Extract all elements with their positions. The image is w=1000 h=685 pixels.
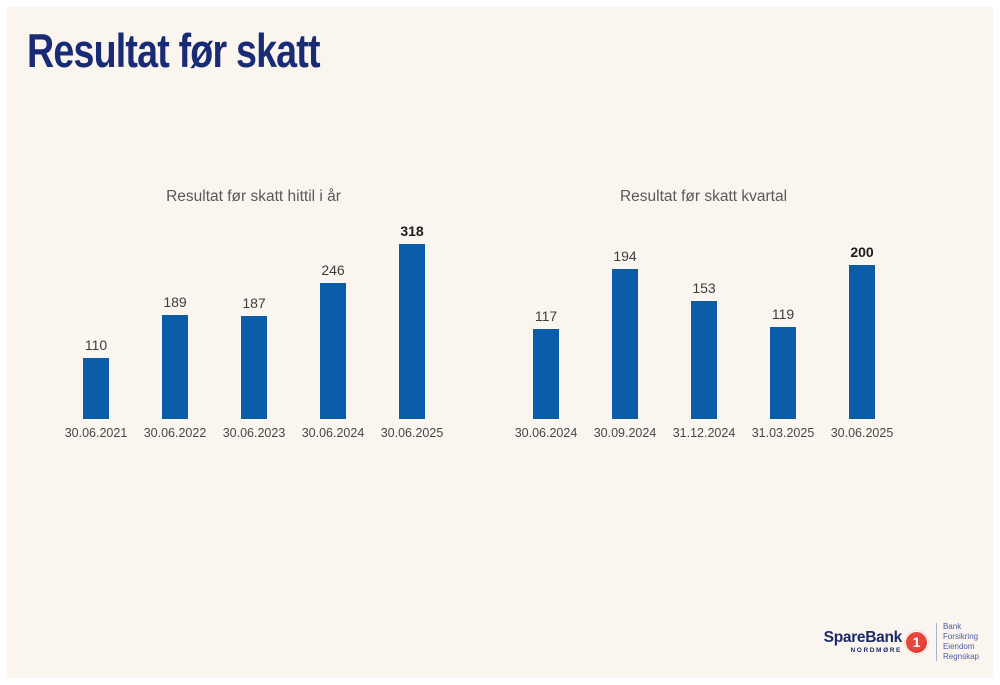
logo-services: Bank Forsikring Eiendom Regnskap [943, 622, 979, 662]
chart-quarterly: Resultat før skatt kvartal 117 194 153 119 2… [515, 183, 894, 448]
bar-value-label: 189 [163, 294, 187, 310]
x-axis-label: 30.06.2025 [380, 426, 444, 440]
plot-area: 110 189 187 246 318 [66, 223, 441, 419]
chart-ytd: Resultat før skatt hittil i år 110 189 187… [65, 183, 444, 448]
bar [83, 358, 109, 419]
bar-value-label: 318 [400, 223, 424, 239]
logo-one-digit: 1 [912, 634, 921, 650]
bar [399, 244, 425, 419]
bar-value-label: 194 [613, 248, 637, 264]
bar [691, 301, 717, 419]
x-axis-label: 30.06.2024 [301, 426, 365, 440]
bar [162, 315, 188, 419]
bar-group: 119 [744, 306, 823, 419]
bar-value-label: 153 [692, 280, 716, 296]
logo-region-text: NORDMØRE [850, 647, 902, 654]
bar [533, 329, 559, 419]
bar [241, 316, 267, 419]
bar-group: 246 [294, 262, 373, 419]
x-axis-label: 30.06.2022 [143, 426, 207, 440]
bar-value-label: 200 [850, 244, 874, 260]
bar-group: 187 [215, 295, 294, 419]
x-axis-label: 30.06.2025 [830, 426, 894, 440]
x-axis-label: 30.06.2024 [514, 426, 578, 440]
bar-group: 200 [823, 244, 902, 419]
bar-group: 189 [136, 294, 215, 419]
x-axis-label: 31.12.2024 [672, 426, 736, 440]
logo-service-forsikring: Forsikring [942, 632, 979, 641]
x-axis: 30.06.2021 30.06.2022 30.06.2023 30.06.2024… [65, 426, 444, 444]
bar-value-label: 187 [242, 295, 266, 311]
bar-group: 318 [373, 223, 452, 419]
logo-divider [935, 623, 937, 661]
logo-brand-text: SpareBank [823, 629, 903, 646]
bar-value-label: 117 [534, 308, 558, 324]
x-axis-label: 30.06.2023 [222, 426, 286, 440]
bar [612, 269, 638, 419]
bar [770, 327, 796, 419]
logo-wordmark: SpareBank NORDMØRE 1 [824, 630, 928, 654]
bar-value-label: 246 [321, 262, 345, 278]
bar [320, 283, 346, 419]
bar-value-label: 110 [84, 337, 108, 353]
page-title: Resultat før skatt [27, 24, 321, 77]
logo-service-eiendom: Eiendom [942, 642, 975, 651]
sparebank1-one-icon: 1 [904, 630, 928, 654]
bar-group: 153 [665, 280, 744, 419]
logo-brand-column: SpareBank NORDMØRE [823, 629, 903, 655]
bar [849, 265, 875, 419]
x-axis-label: 31.03.2025 [751, 426, 815, 440]
x-axis: 30.06.2024 30.09.2024 31.12.2024 31.03.2025… [515, 426, 894, 444]
x-axis-label: 30.06.2021 [64, 426, 128, 440]
chart-title: Resultat før skatt hittil i år [166, 188, 341, 205]
slide: Resultat før skatt Resultat før skatt hi… [7, 7, 993, 678]
chart-title: Resultat før skatt kvartal [619, 188, 788, 205]
plot-area: 117 194 153 119 200 [516, 226, 891, 419]
sparebank1-logo: SpareBank NORDMØRE 1 Bank Forsikring Eie… [824, 622, 979, 662]
x-axis-label: 30.09.2024 [593, 426, 657, 440]
bar-group: 110 [57, 337, 136, 419]
bar-group: 194 [586, 248, 665, 419]
logo-service-regnskap: Regnskap [942, 652, 979, 661]
bar-value-label: 119 [771, 306, 795, 322]
logo-service-bank: Bank [942, 622, 962, 631]
bar-group: 117 [507, 308, 586, 419]
